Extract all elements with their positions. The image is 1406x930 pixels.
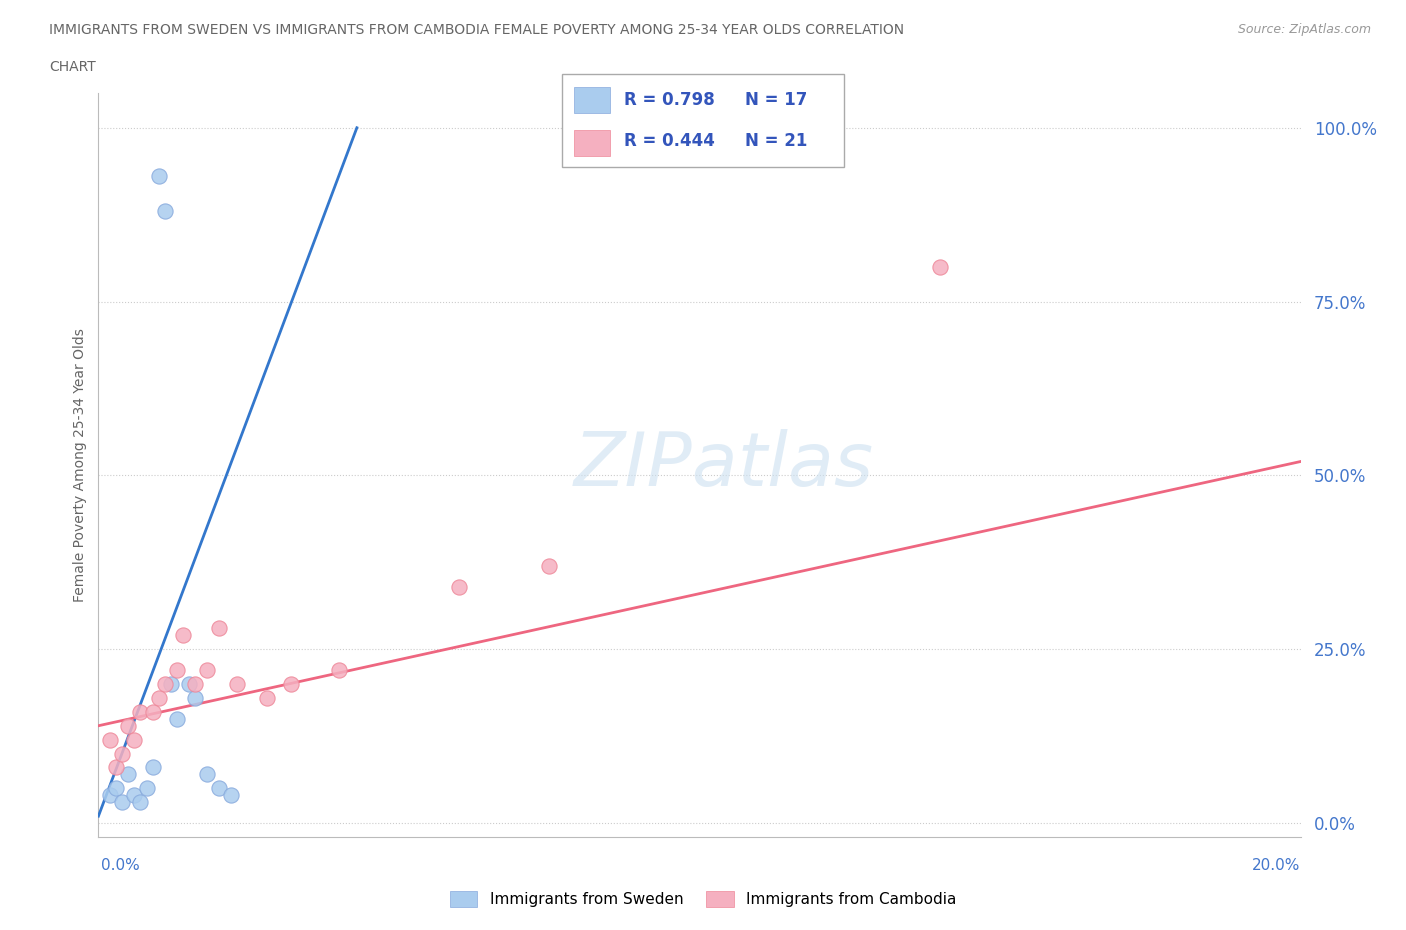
Point <box>105 781 128 796</box>
Point <box>195 767 218 782</box>
Point <box>166 663 188 678</box>
Point <box>225 677 247 692</box>
Point <box>183 690 205 705</box>
Text: ZIPatlas: ZIPatlas <box>574 429 873 501</box>
Point <box>111 795 134 810</box>
Point <box>208 781 231 796</box>
Point <box>117 767 139 782</box>
Point <box>141 760 163 775</box>
Point <box>129 704 152 719</box>
Point <box>929 259 952 274</box>
Point <box>447 579 470 594</box>
Text: 20.0%: 20.0% <box>1253 857 1301 872</box>
Bar <box>574 87 610 113</box>
Text: 0.0%: 0.0% <box>101 857 141 872</box>
Point <box>124 732 146 747</box>
Text: N = 17: N = 17 <box>745 91 807 110</box>
Point <box>105 760 128 775</box>
Point <box>159 677 181 692</box>
Point <box>135 781 157 796</box>
Point <box>256 690 278 705</box>
Point <box>177 677 200 692</box>
Point <box>172 628 194 643</box>
Point <box>124 788 146 803</box>
Text: R = 0.444: R = 0.444 <box>624 132 716 151</box>
Point <box>219 788 242 803</box>
Point <box>328 663 350 678</box>
Text: N = 21: N = 21 <box>745 132 807 151</box>
Point <box>148 169 170 184</box>
Point <box>100 788 122 803</box>
Point <box>117 718 139 733</box>
Point <box>538 558 561 573</box>
Point <box>153 204 176 219</box>
Text: IMMIGRANTS FROM SWEDEN VS IMMIGRANTS FROM CAMBODIA FEMALE POVERTY AMONG 25-34 YE: IMMIGRANTS FROM SWEDEN VS IMMIGRANTS FRO… <box>49 23 904 37</box>
Bar <box>574 130 610 156</box>
Point <box>111 746 134 761</box>
Point <box>153 677 176 692</box>
Point <box>195 663 218 678</box>
Point <box>166 711 188 726</box>
Text: R = 0.798: R = 0.798 <box>624 91 716 110</box>
Point <box>208 621 231 636</box>
Text: Source: ZipAtlas.com: Source: ZipAtlas.com <box>1237 23 1371 36</box>
FancyBboxPatch shape <box>562 74 844 167</box>
Point <box>129 795 152 810</box>
Text: CHART: CHART <box>49 60 96 74</box>
Point <box>141 704 163 719</box>
Point <box>183 677 205 692</box>
Legend: Immigrants from Sweden, Immigrants from Cambodia: Immigrants from Sweden, Immigrants from … <box>444 884 962 913</box>
Point <box>148 690 170 705</box>
Point <box>100 732 122 747</box>
Point <box>280 677 302 692</box>
Y-axis label: Female Poverty Among 25-34 Year Olds: Female Poverty Among 25-34 Year Olds <box>73 328 87 602</box>
